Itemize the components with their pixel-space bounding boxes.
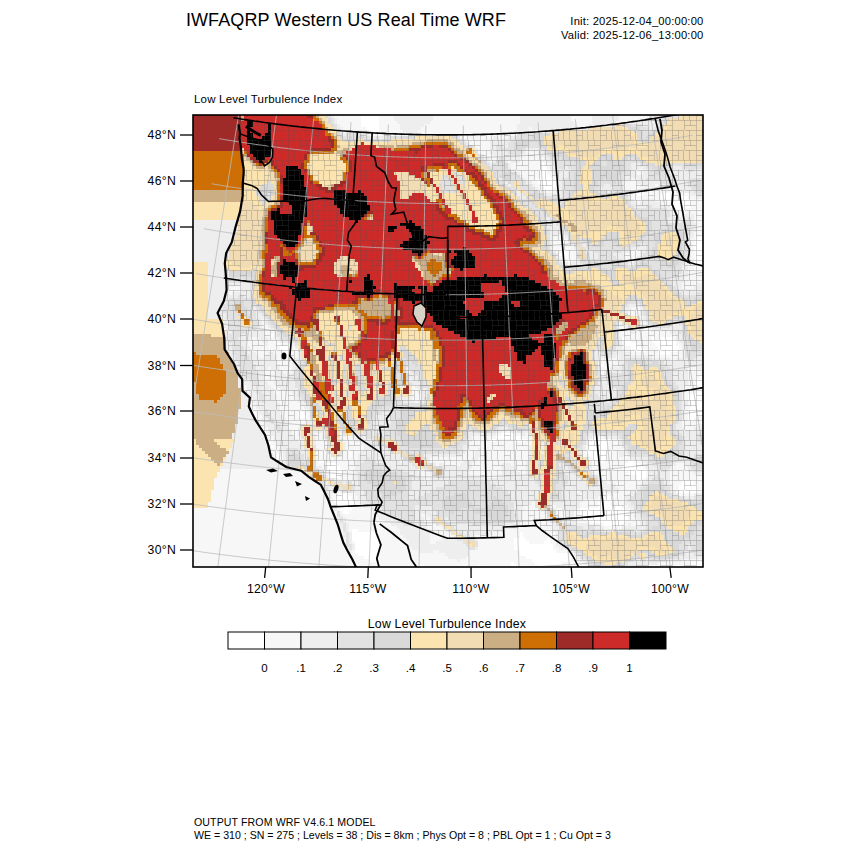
svg-text:Low Level Turbulence Index: Low Level Turbulence Index <box>368 617 527 631</box>
svg-text:WE = 310 ; SN = 275 ; Levels =: WE = 310 ; SN = 275 ; Levels = 38 ; Dis … <box>194 829 611 841</box>
svg-text:.1: .1 <box>296 662 306 674</box>
svg-text:.8: .8 <box>552 662 562 674</box>
svg-text:OUTPUT FROM WRF V4.6.1 MODEL: OUTPUT FROM WRF V4.6.1 MODEL <box>194 816 376 828</box>
svg-text:36°N: 36°N <box>148 404 176 418</box>
svg-text:48°N: 48°N <box>148 128 176 142</box>
svg-text:Init: 2025-12-04_00:00:00: Init: 2025-12-04_00:00:00 <box>570 15 703 27</box>
svg-text:34°N: 34°N <box>148 451 176 465</box>
svg-text:115°W: 115°W <box>349 582 387 596</box>
svg-text:30°N: 30°N <box>148 543 176 557</box>
svg-text:42°N: 42°N <box>148 266 176 280</box>
svg-text:.9: .9 <box>588 662 598 674</box>
svg-text:1: 1 <box>626 662 632 674</box>
svg-text:.2: .2 <box>333 662 343 674</box>
svg-text:32°N: 32°N <box>148 497 176 511</box>
svg-text:110°W: 110°W <box>452 582 490 596</box>
svg-text:Low Level Turbulence Index: Low Level Turbulence Index <box>194 93 342 105</box>
svg-text:IWFAQRP Western US Real Time W: IWFAQRP Western US Real Time WRF <box>186 10 506 30</box>
svg-text:.7: .7 <box>515 662 525 674</box>
svg-text:105°W: 105°W <box>552 582 590 596</box>
svg-text:0: 0 <box>261 662 267 674</box>
svg-text:Valid: 2025-12-06_13:00:00: Valid: 2025-12-06_13:00:00 <box>561 29 703 41</box>
svg-text:46°N: 46°N <box>148 174 176 188</box>
svg-text:100°W: 100°W <box>651 582 689 596</box>
svg-text:.5: .5 <box>442 662 452 674</box>
svg-text:.6: .6 <box>479 662 489 674</box>
svg-text:.3: .3 <box>369 662 379 674</box>
svg-text:120°W: 120°W <box>247 582 285 596</box>
svg-text:44°N: 44°N <box>148 220 176 234</box>
svg-text:38°N: 38°N <box>148 359 176 373</box>
svg-text:.4: .4 <box>406 662 416 674</box>
svg-text:40°N: 40°N <box>148 312 176 326</box>
